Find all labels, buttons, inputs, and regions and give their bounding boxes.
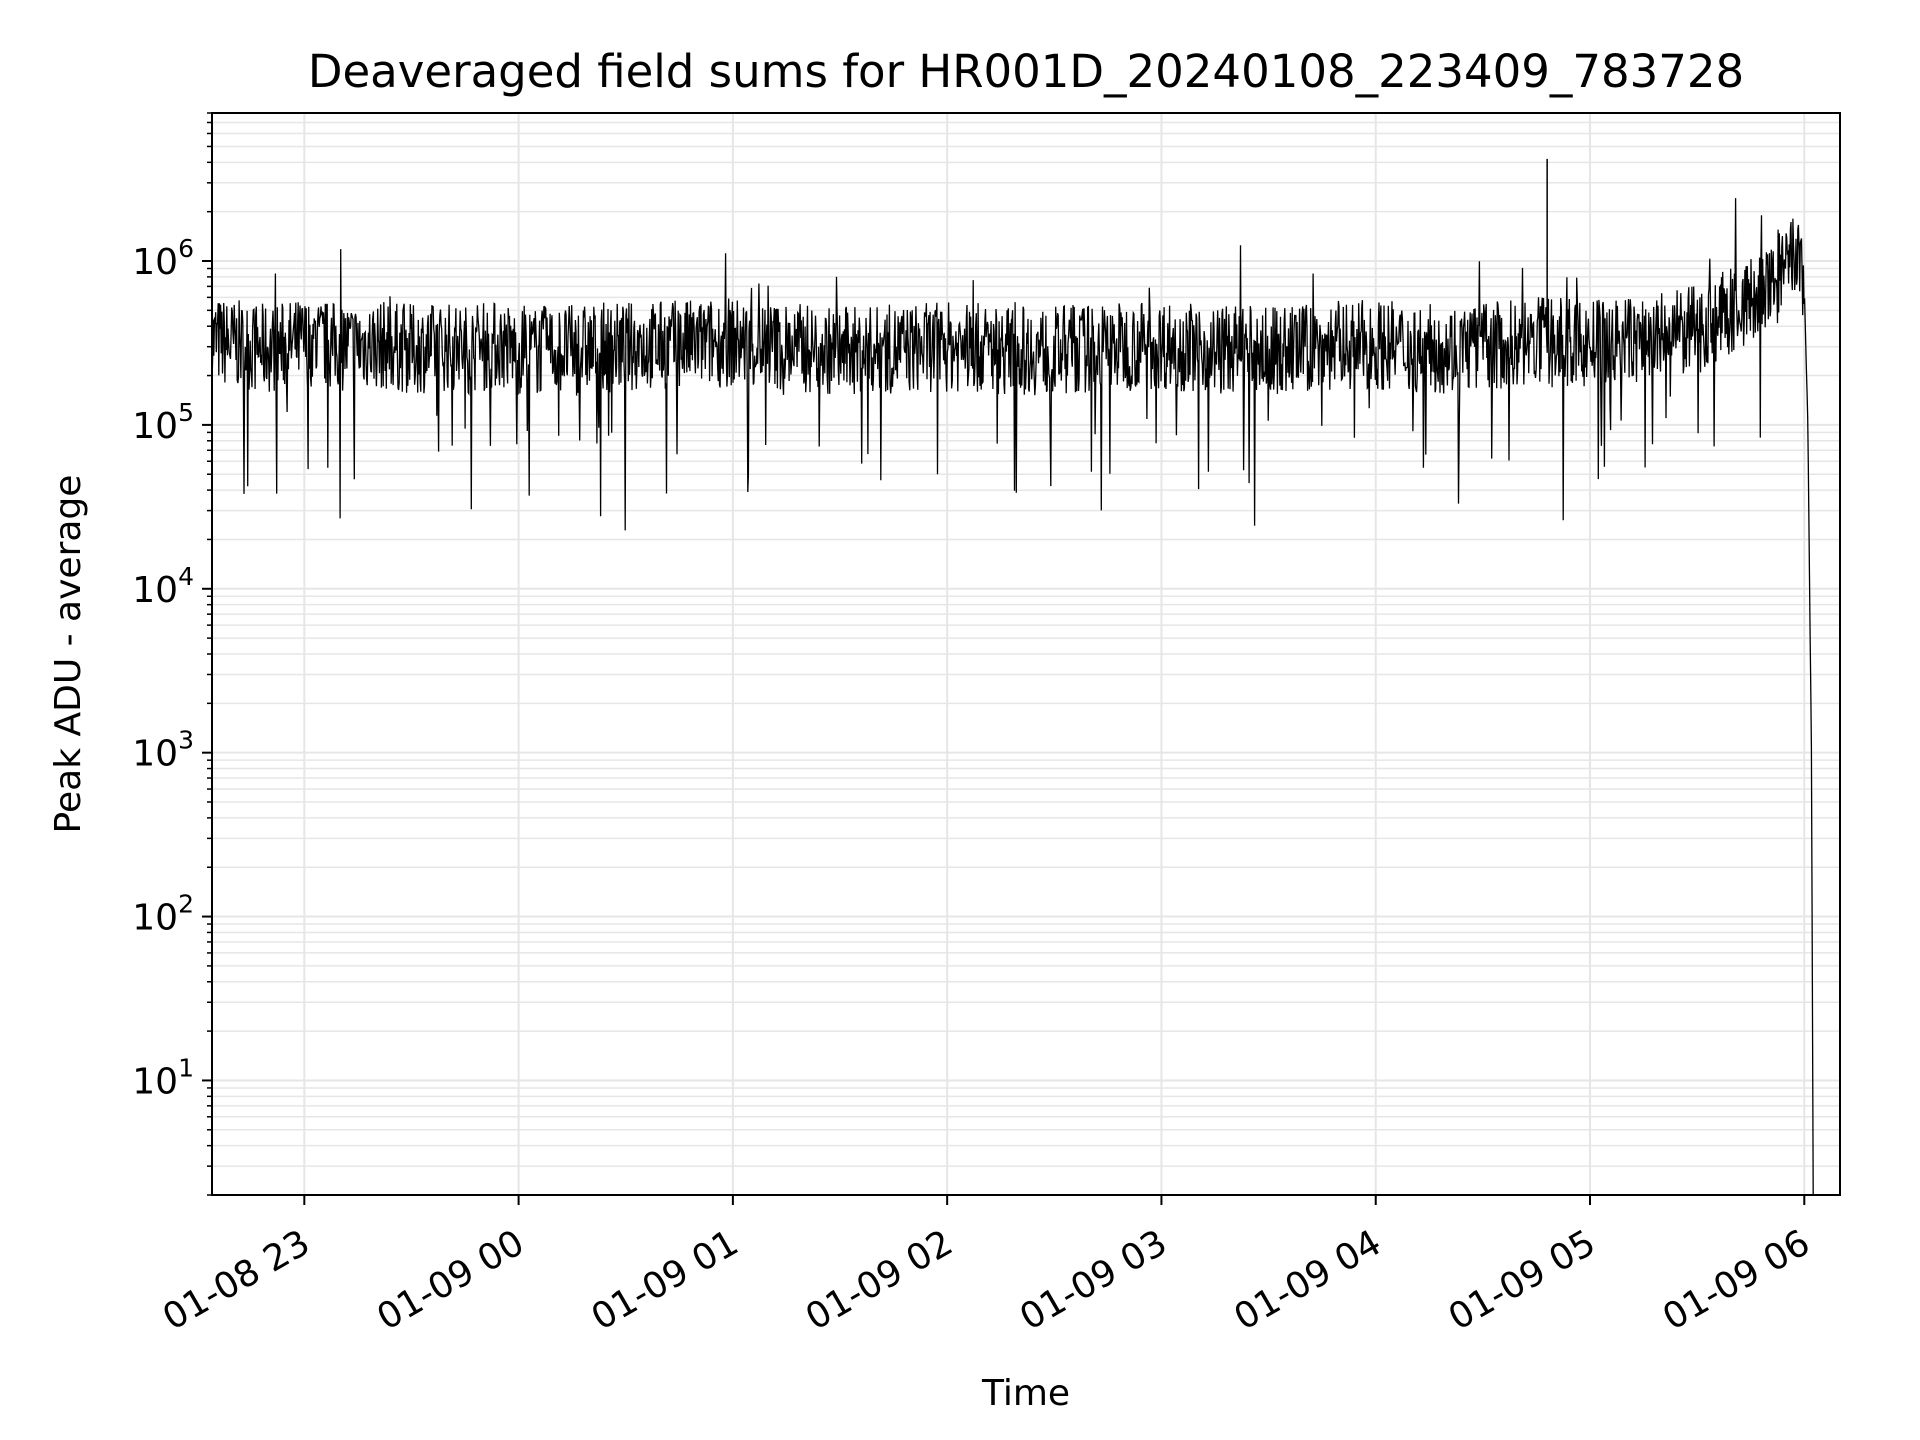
y-axis-label: Peak ADU - average [48, 475, 89, 834]
y-tick-label: 105 [132, 398, 194, 447]
y-tick-label: 101 [132, 1053, 194, 1102]
y-axis-ticks: 101 102 103 104 105 106 [132, 112, 212, 1196]
series-line [212, 198, 1814, 1195]
y-tick-label: 103 [132, 726, 194, 775]
y-tick-label: 102 [132, 890, 194, 939]
chart-title: Deaveraged field sums for HR001D_2024010… [308, 45, 1744, 98]
series-layer [212, 158, 1814, 1195]
y-tick-label: 106 [132, 234, 194, 283]
y-tick-label: 104 [132, 562, 194, 611]
x-axis-label: Time [981, 1373, 1070, 1414]
